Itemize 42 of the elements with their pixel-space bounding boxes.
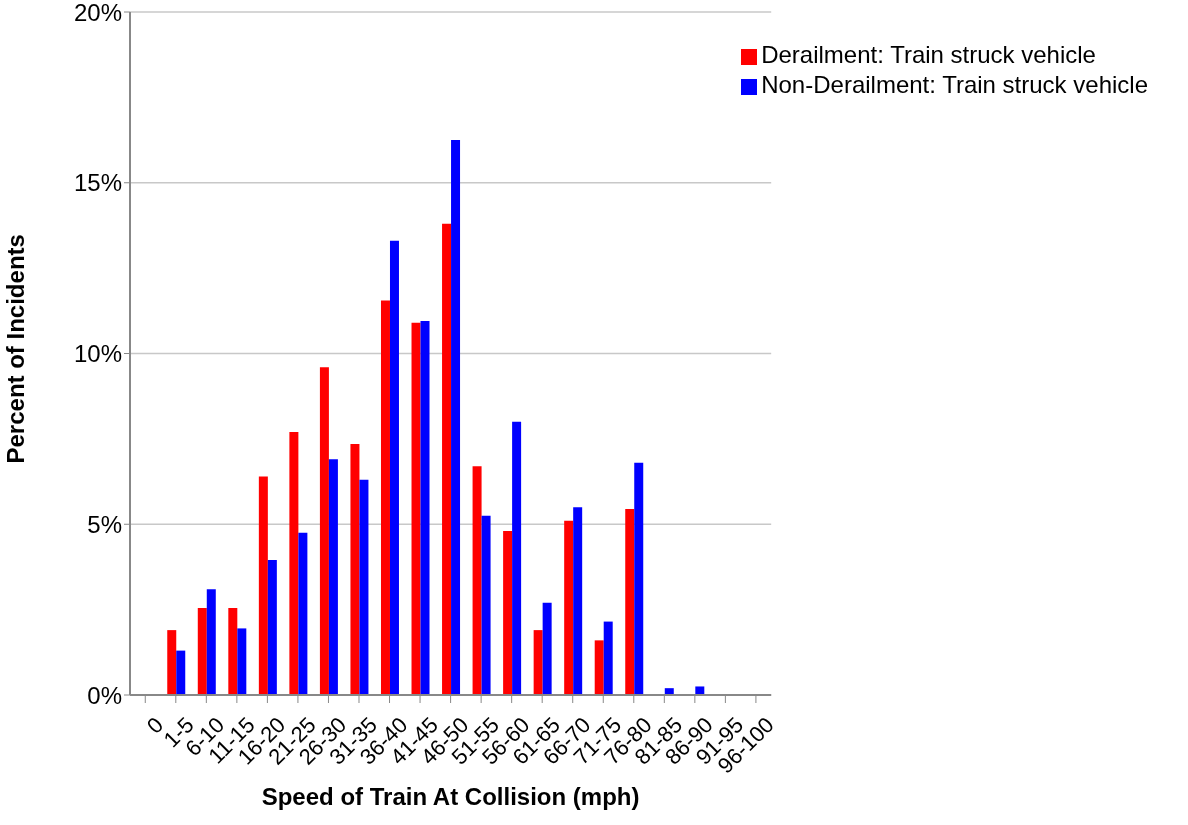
x-axis-title: Speed of Train At Collision (mph) xyxy=(261,783,640,810)
bar xyxy=(289,432,299,695)
bar xyxy=(350,444,360,695)
bar xyxy=(167,630,177,695)
bar xyxy=(634,462,644,695)
y-tick-label: 15% xyxy=(73,169,122,197)
bar xyxy=(319,367,329,695)
bar xyxy=(389,240,399,695)
bar xyxy=(625,508,635,695)
bar xyxy=(237,628,247,695)
y-tick-label: 0% xyxy=(87,681,122,709)
bar xyxy=(442,223,452,695)
bar xyxy=(328,459,338,695)
bar xyxy=(573,507,583,695)
bar xyxy=(594,640,604,695)
bar xyxy=(451,140,461,695)
bar xyxy=(380,300,390,695)
y-tick-label: 5% xyxy=(87,510,122,538)
y-tick-label: 20% xyxy=(73,0,122,26)
bar xyxy=(197,607,207,695)
bar xyxy=(533,630,543,695)
bar xyxy=(695,686,705,695)
bar xyxy=(503,531,513,695)
bar xyxy=(267,560,277,695)
bar xyxy=(298,532,308,695)
bar xyxy=(411,322,421,695)
bar xyxy=(603,621,613,695)
bar xyxy=(228,607,238,695)
bar xyxy=(481,515,491,695)
bar xyxy=(258,476,268,695)
bar xyxy=(564,520,574,695)
bar xyxy=(206,589,216,695)
bar xyxy=(542,602,552,695)
bar xyxy=(512,421,522,695)
bar xyxy=(472,466,482,695)
bar xyxy=(420,321,430,695)
bar xyxy=(359,479,369,695)
y-axis-title: Percent of Incidents xyxy=(1,234,29,464)
bar xyxy=(176,650,186,695)
y-tick-label: 10% xyxy=(73,340,122,368)
legend-label: Non-Derailment: Train struck vehicle xyxy=(761,71,1148,98)
legend-label: Derailment: Train struck vehicle xyxy=(761,41,1096,68)
